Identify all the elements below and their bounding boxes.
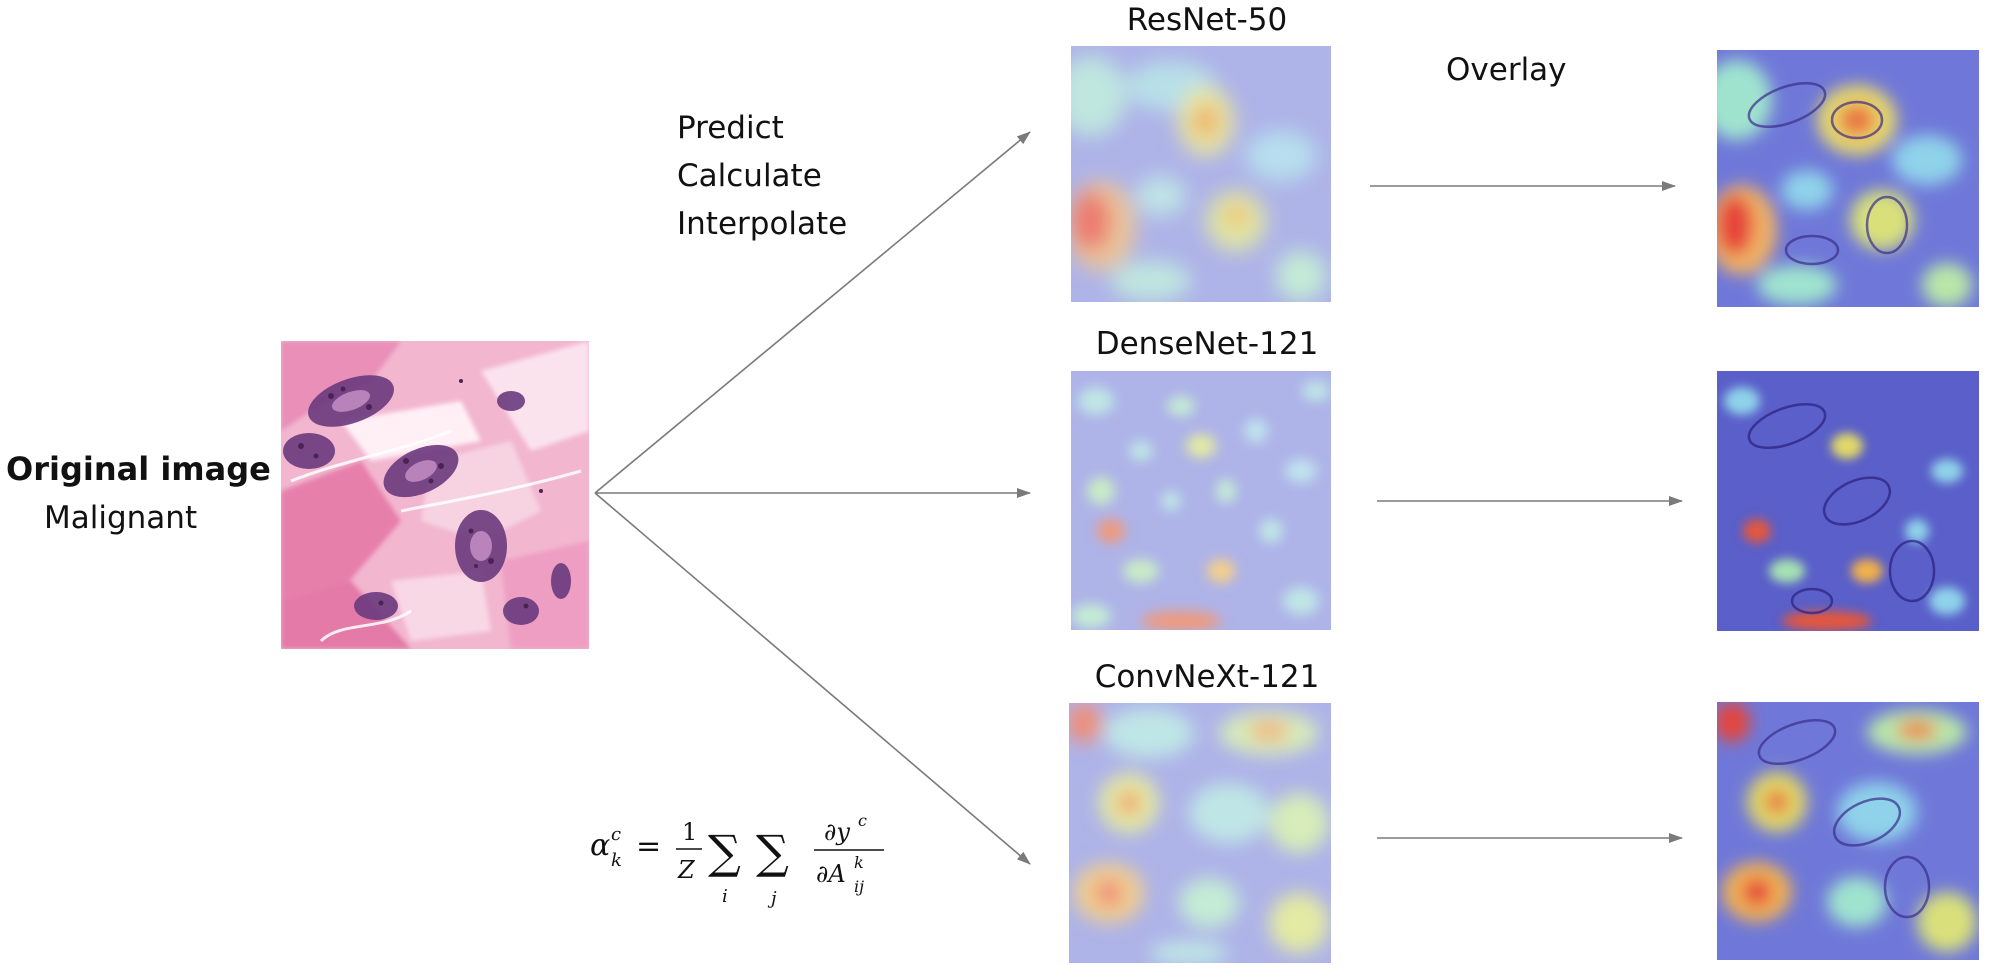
formula-frac-den: Z: [677, 856, 696, 884]
formula-sum-1: ∑: [708, 825, 741, 879]
heatmap-resnet: [1071, 46, 1331, 302]
grad-cam-formula: α c k = 1 Z ∑ i ∑ j ∂y c ∂A k ij: [590, 811, 884, 909]
formula-deriv-num-sup: c: [858, 811, 867, 830]
step-predict: Predict: [677, 110, 784, 146]
overlay-label: Overlay: [1446, 52, 1567, 88]
overlay-resnet: [1717, 50, 1979, 307]
original-tissue-image: [281, 341, 589, 649]
formula-frac-num: 1: [682, 818, 697, 846]
overlay-convnext: [1717, 702, 1979, 960]
formula-sum-2-index: j: [767, 888, 777, 909]
process-steps: Predict Calculate Interpolate: [677, 104, 847, 248]
formula-equals: =: [636, 829, 661, 864]
model-label-convnext: ConvNeXt-121: [1094, 659, 1320, 695]
step-calculate: Calculate: [677, 158, 822, 194]
formula-deriv-den-sup: k: [854, 853, 864, 872]
arrow-to-resnet: [594, 131, 1031, 494]
step-interpolate: Interpolate: [677, 206, 848, 242]
formula-deriv-den: ∂A: [816, 860, 846, 888]
formula-deriv-num: ∂y: [824, 818, 850, 846]
arrow-to-convnext: [594, 492, 1031, 865]
formula-deriv-den-sub: ij: [854, 877, 864, 896]
overlay-densenet: [1717, 371, 1979, 631]
formula-alpha-sup: c: [611, 824, 621, 845]
model-label-densenet: DenseNet-121: [1095, 326, 1319, 362]
heatmap-convnext: [1069, 703, 1331, 963]
heatmap-densenet: [1071, 371, 1331, 630]
model-label-resnet: ResNet-50: [1126, 2, 1288, 38]
formula-sum-1-index: i: [722, 886, 728, 907]
formula-alpha-sub: k: [611, 850, 622, 871]
original-image-subtitle: Malignant: [44, 500, 198, 536]
formula-alpha: α: [590, 828, 610, 863]
original-image-title: Original image: [6, 450, 271, 488]
formula-sum-2: ∑: [756, 825, 789, 879]
